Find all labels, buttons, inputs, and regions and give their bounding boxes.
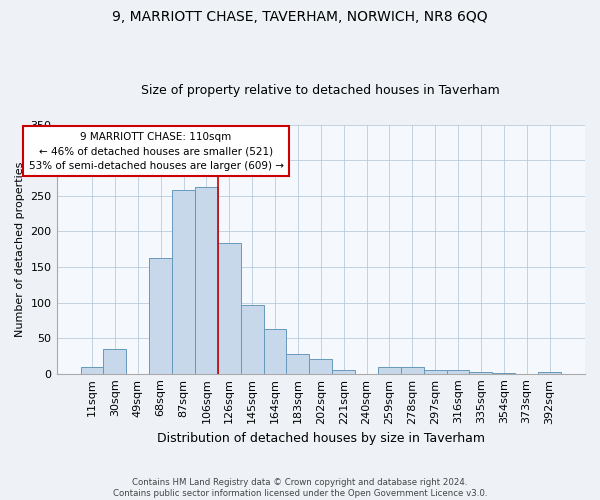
Y-axis label: Number of detached properties: Number of detached properties	[15, 162, 25, 337]
Bar	[103, 349, 127, 374]
Text: 9, MARRIOTT CHASE, TAVERHAM, NORWICH, NR8 6QQ: 9, MARRIOTT CHASE, TAVERHAM, NORWICH, NR…	[112, 10, 488, 24]
Bar	[286, 354, 310, 374]
Bar	[263, 329, 286, 374]
Bar	[195, 187, 218, 374]
Bar	[424, 370, 446, 374]
X-axis label: Distribution of detached houses by size in Taverham: Distribution of detached houses by size …	[157, 432, 485, 445]
Bar	[172, 190, 195, 374]
Text: 9 MARRIOTT CHASE: 110sqm
← 46% of detached houses are smaller (521)
53% of semi-: 9 MARRIOTT CHASE: 110sqm ← 46% of detach…	[29, 132, 284, 172]
Bar	[446, 370, 469, 374]
Bar	[401, 366, 424, 374]
Bar	[310, 360, 332, 374]
Title: Size of property relative to detached houses in Taverham: Size of property relative to detached ho…	[142, 84, 500, 97]
Bar	[218, 242, 241, 374]
Bar	[469, 372, 493, 374]
Bar	[241, 304, 263, 374]
Bar	[378, 366, 401, 374]
Bar	[80, 366, 103, 374]
Bar	[493, 373, 515, 374]
Bar	[538, 372, 561, 374]
Bar	[149, 258, 172, 374]
Text: Contains HM Land Registry data © Crown copyright and database right 2024.
Contai: Contains HM Land Registry data © Crown c…	[113, 478, 487, 498]
Bar	[332, 370, 355, 374]
